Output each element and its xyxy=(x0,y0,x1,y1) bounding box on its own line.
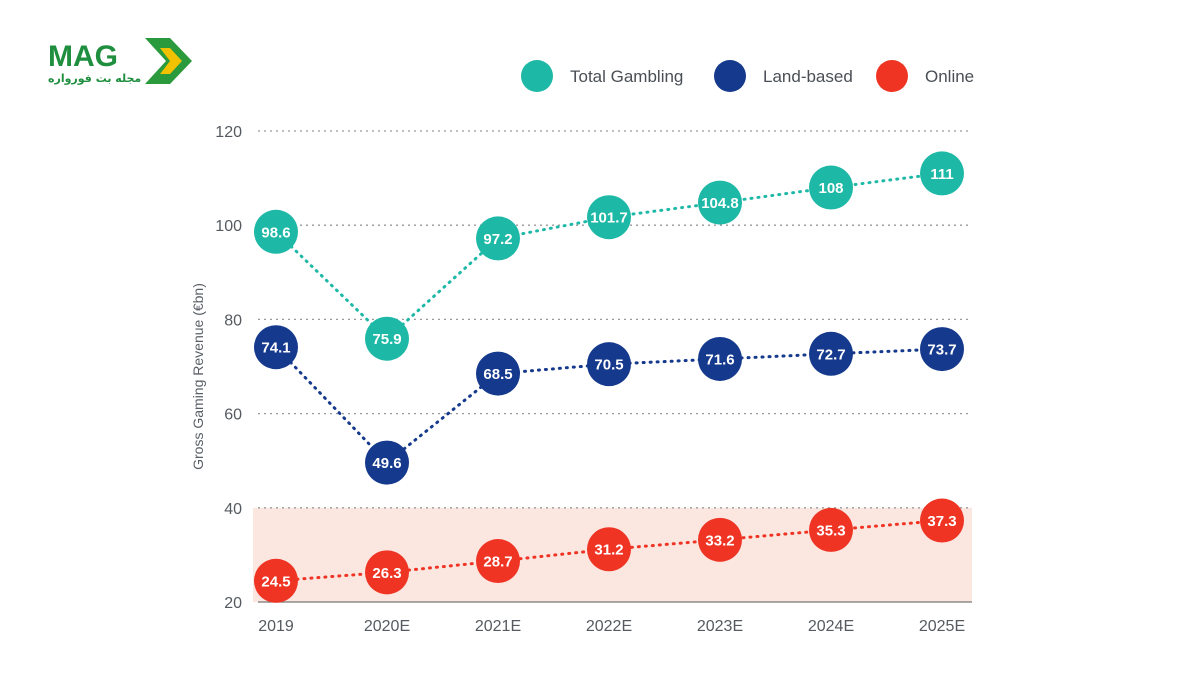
data-label: 35.3 xyxy=(816,522,845,539)
data-label: 68.5 xyxy=(483,366,512,383)
logo-arrow-icon xyxy=(145,38,192,84)
logo-text: MAG xyxy=(48,40,118,73)
data-point xyxy=(476,351,520,396)
data-label: 97.2 xyxy=(483,231,512,248)
x-tick-label: 2020E xyxy=(364,618,410,635)
data-label: 75.9 xyxy=(372,331,401,348)
data-label: 101.7 xyxy=(590,210,628,227)
x-tick-label: 2021E xyxy=(475,618,521,635)
x-tick-label: 2022E xyxy=(586,618,632,635)
data-label: 33.2 xyxy=(705,532,734,549)
y-tick-label: 40 xyxy=(224,501,242,518)
data-label: 104.8 xyxy=(701,195,739,212)
data-point xyxy=(809,331,853,376)
data-label: 49.6 xyxy=(372,455,401,472)
data-label: 37.3 xyxy=(927,513,956,530)
data-label: 108 xyxy=(818,180,843,197)
data-label: 73.7 xyxy=(927,342,956,359)
data-point xyxy=(920,327,964,372)
data-label: 98.6 xyxy=(261,224,290,241)
data-label: 111 xyxy=(930,166,953,183)
logo-subtitle: مجله بت فورواره xyxy=(48,72,141,85)
x-tick-label: 2025E xyxy=(919,618,965,635)
data-point xyxy=(698,336,742,381)
data-label: 74.1 xyxy=(261,340,290,357)
data-point xyxy=(254,558,298,603)
y-tick-label: 80 xyxy=(224,312,242,329)
data-point xyxy=(809,165,853,210)
legend-label: Land-based xyxy=(763,67,853,86)
data-point xyxy=(587,195,631,240)
data-label: 70.5 xyxy=(594,357,623,374)
legend-swatch xyxy=(714,60,746,92)
legend-item: Land-based xyxy=(714,60,853,92)
legend-label: Total Gambling xyxy=(570,67,683,86)
legend-swatch xyxy=(521,60,553,92)
x-tick-label: 2024E xyxy=(808,618,854,635)
data-label: 28.7 xyxy=(483,554,512,571)
logo-arrow-accent-icon xyxy=(160,48,182,74)
data-point xyxy=(365,440,409,485)
y-axis-ticks: 20 40 60 80 100 120 xyxy=(215,124,242,612)
data-point xyxy=(920,498,964,543)
legend-label: Online xyxy=(925,67,974,86)
gridlines xyxy=(258,130,972,603)
data-point xyxy=(698,180,742,225)
series-total-gambling: 98.6 75.9 97.2 101.7 104.8 108 111 xyxy=(254,151,964,361)
data-point xyxy=(476,539,520,584)
legend: Total Gambling Land-based Online xyxy=(521,60,974,92)
series-land-based: 74.1 49.6 68.5 70.5 71.6 72.7 73.7 xyxy=(254,325,964,485)
data-point xyxy=(365,550,409,595)
data-point xyxy=(920,151,964,196)
data-point xyxy=(365,316,409,361)
legend-swatch xyxy=(876,60,908,92)
y-axis-label: Gross Gaming Revenue (€bn) xyxy=(190,283,206,470)
data-label: 31.2 xyxy=(594,542,623,559)
y-tick-label: 20 xyxy=(224,595,242,612)
series-online: 24.5 26.3 28.7 31.2 33.2 35.3 37.3 xyxy=(254,498,964,603)
data-point xyxy=(698,517,742,562)
legend-item: Online xyxy=(876,60,974,92)
data-label: 24.5 xyxy=(261,573,290,590)
y-tick-label: 120 xyxy=(215,124,242,141)
data-label: 71.6 xyxy=(705,351,734,368)
data-label: 26.3 xyxy=(372,565,401,582)
x-axis-ticks: 2019 2020E 2021E 2022E 2023E 2024E 2025E xyxy=(258,618,965,635)
x-tick-label: 2019 xyxy=(258,618,294,635)
brand-logo: MAG مجله بت فورواره xyxy=(48,38,192,85)
data-point xyxy=(476,216,520,261)
data-point xyxy=(809,507,853,552)
data-point xyxy=(254,325,298,370)
data-point xyxy=(587,527,631,572)
y-tick-label: 60 xyxy=(224,407,242,424)
data-label: 72.7 xyxy=(816,346,845,363)
x-tick-label: 2023E xyxy=(697,618,743,635)
legend-item: Total Gambling xyxy=(521,60,683,92)
series-lines: 98.6 75.9 97.2 101.7 104.8 108 111 74.1 49.6 68.5… xyxy=(254,151,964,603)
data-point xyxy=(254,209,298,254)
data-point xyxy=(587,342,631,387)
y-tick-label: 100 xyxy=(215,218,242,235)
